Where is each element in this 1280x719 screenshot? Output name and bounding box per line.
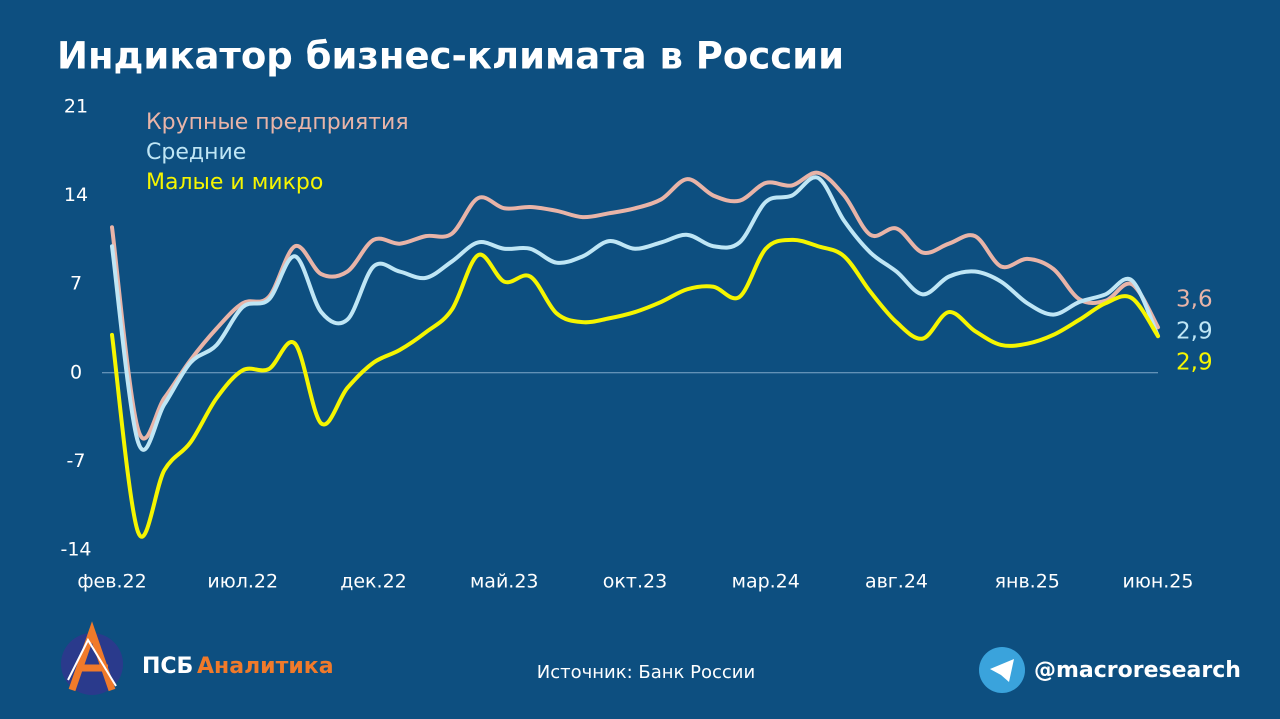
x-tick-label: дек.22	[340, 571, 407, 593]
telegram-icon	[979, 647, 1025, 693]
x-tick-label: окт.23	[603, 571, 667, 593]
x-tick-label: июл.22	[207, 571, 278, 593]
series-line	[110, 237, 1160, 539]
y-tick-label: -14	[60, 539, 91, 561]
y-tick-label: 14	[64, 184, 88, 206]
x-tick-label: мар.24	[732, 571, 800, 593]
chart-title: Индикатор бизнес-климата в России	[57, 35, 844, 78]
end-label: 2,9	[1176, 350, 1213, 376]
y-tick-label: 7	[70, 273, 82, 295]
source: Источник: Банк России	[537, 662, 755, 683]
y-tick-label: 21	[64, 96, 88, 118]
x-tick-label: янв.25	[995, 571, 1060, 593]
legend-label: Малые и микро	[146, 170, 323, 195]
y-tick-label: 0	[70, 361, 82, 383]
end-label: 3,6	[1176, 287, 1213, 313]
legend-label: Крупные предприятия	[146, 110, 409, 135]
brand-accent: Аналитика	[197, 654, 334, 679]
brand-logo	[61, 621, 123, 695]
x-tick-label: май.23	[470, 571, 539, 593]
handle: @macroresearch	[1034, 658, 1241, 683]
x-tick-label: июн.25	[1123, 571, 1194, 593]
x-tick-label: авг.24	[865, 571, 928, 593]
brand-name: ПСБ	[142, 654, 193, 679]
legend-label: Средние	[146, 140, 246, 165]
series-line	[110, 175, 1160, 452]
end-label: 2,9	[1176, 319, 1213, 345]
y-tick-label: -7	[67, 450, 86, 472]
x-tick-label: фев.22	[77, 571, 146, 593]
